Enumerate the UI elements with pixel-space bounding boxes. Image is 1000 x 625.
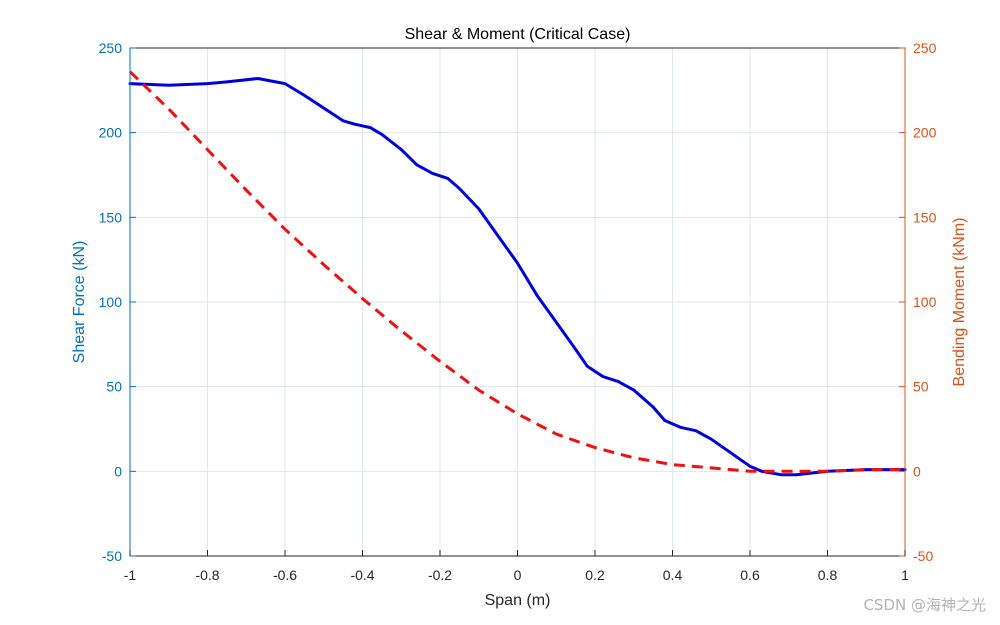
right-y-axis: -50 0 50 100 150 200 250: [899, 40, 937, 564]
plot-series: [128, 70, 907, 477]
right-y-axis-label: Bending Moment (kNm): [951, 218, 968, 387]
x-tick-label: 0.4: [663, 567, 683, 583]
left-y-axis: -50 0 50 100 150 200 250: [99, 40, 136, 564]
right-tick-label: -50: [913, 548, 933, 564]
right-tick-label: 150: [913, 209, 937, 225]
right-tick-label: 100: [913, 294, 937, 310]
left-tick-label: 250: [99, 40, 123, 56]
x-tick-label: 0.8: [818, 567, 838, 583]
right-tick-label: 50: [913, 379, 929, 395]
shear-series-line: [128, 77, 907, 477]
left-tick-label: 0: [114, 463, 122, 479]
left-tick-label: 200: [99, 125, 123, 141]
right-tick-label: 250: [913, 40, 937, 56]
left-y-axis-label: Shear Force (kN): [71, 241, 88, 364]
right-tick-label: 0: [913, 463, 921, 479]
x-tick-label: -0.2: [428, 567, 452, 583]
left-tick-label: -50: [102, 548, 122, 564]
x-tick-label: -1: [124, 567, 137, 583]
left-tick-label: 50: [106, 379, 122, 395]
left-tick-label: 150: [99, 209, 123, 225]
chart-title: Shear & Moment (Critical Case): [405, 26, 631, 43]
x-tick-label: -0.6: [273, 567, 297, 583]
right-tick-label: 200: [913, 125, 937, 141]
x-tick-label: 1: [901, 567, 909, 583]
moment-series-line: [128, 70, 905, 473]
x-tick-label: 0.6: [740, 567, 760, 583]
x-tick-label: -0.4: [350, 567, 374, 583]
x-tick-label: 0.2: [585, 567, 605, 583]
x-tick-label: 0: [514, 567, 522, 583]
watermark-text: CSDN @海神之光: [863, 596, 986, 614]
x-axis-label: Span (m): [485, 592, 551, 609]
x-tick-label: -0.8: [195, 567, 219, 583]
left-tick-label: 100: [99, 294, 123, 310]
grid-lines: [129, 47, 906, 557]
x-axis: -1 -0.8 -0.6 -0.4 -0.2 0 0.2 0.4 0.6 0.8 1: [124, 550, 909, 583]
